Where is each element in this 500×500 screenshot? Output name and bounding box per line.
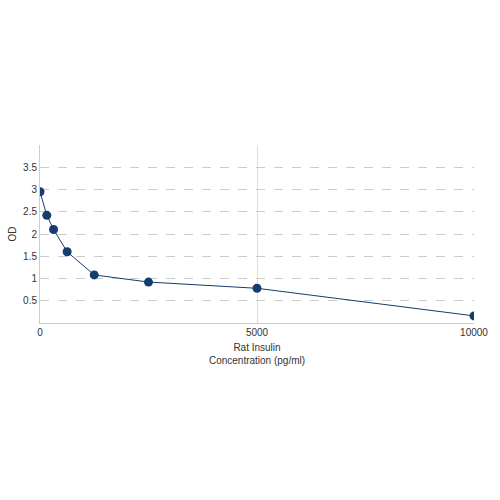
svg-text:10000: 10000 — [460, 327, 488, 338]
svg-text:1: 1 — [31, 273, 37, 284]
svg-text:3: 3 — [31, 184, 37, 195]
svg-text:2.5: 2.5 — [23, 206, 37, 217]
svg-text:2: 2 — [31, 229, 37, 240]
svg-text:5000: 5000 — [246, 327, 269, 338]
svg-text:1.5: 1.5 — [23, 251, 37, 262]
svg-text:OD: OD — [7, 227, 18, 242]
svg-text:0: 0 — [37, 327, 43, 338]
svg-text:Rat InsulinConcentration (pg/m: Rat InsulinConcentration (pg/ml) — [209, 342, 305, 366]
svg-text:0.5: 0.5 — [23, 295, 37, 306]
svg-text:3.5: 3.5 — [23, 162, 37, 173]
